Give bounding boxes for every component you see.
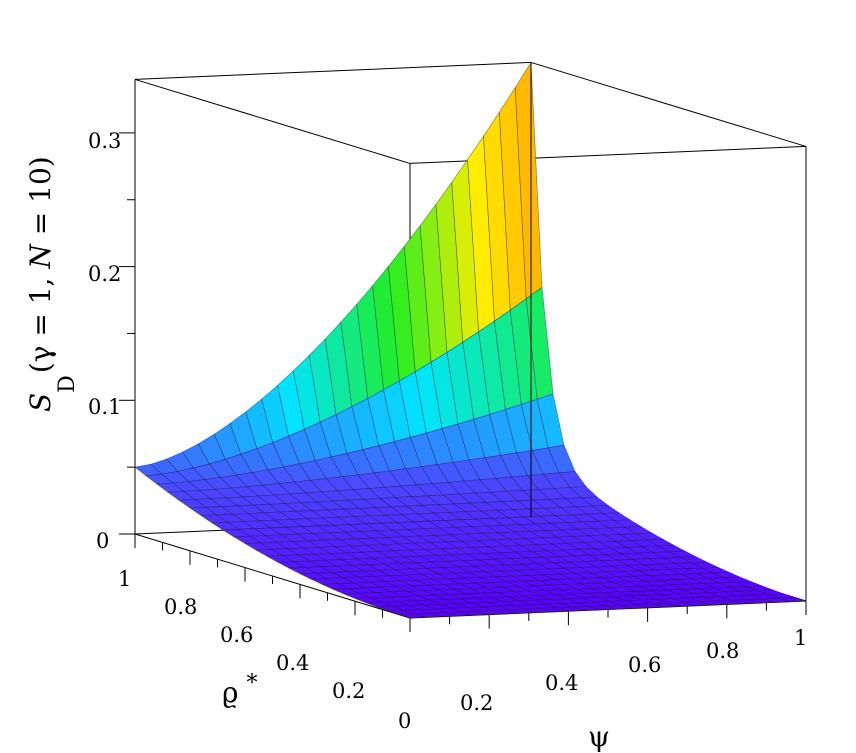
y-tick-label: 0.6 [220, 623, 253, 647]
x-tick-labels: 0 0.2 0.4 0.6 0.8 1 [398, 626, 807, 733]
surface-mesh [134, 61, 807, 619]
box-edge [530, 61, 807, 147]
x-tick-label: 1 [794, 626, 807, 650]
y-tick-label: 1 [118, 567, 131, 591]
y-tick-label: 0.4 [276, 651, 309, 675]
x-tick-label: 0.8 [706, 639, 739, 663]
y-tick-label: 0.2 [332, 679, 365, 703]
z-tick-label: 0.1 [88, 395, 121, 419]
y-axis-title-sup: * [246, 671, 257, 696]
z-axis-title-subscript: D [55, 375, 80, 393]
box-edge [134, 61, 532, 80]
z-tick-label: 0.2 [88, 262, 121, 286]
x-tick-label: 0.6 [628, 653, 661, 677]
z-axis-title-params: (γ = 1, [24, 269, 57, 374]
y-axis-title: ϱ * [222, 671, 257, 709]
x-axis-title: ψ [588, 720, 610, 753]
bounding-box-front [530, 62, 807, 601]
z-tick-labels: 0 0.1 0.2 0.3 [88, 129, 121, 553]
z-tick-label: 0 [96, 529, 109, 553]
z-axis-title-close: = 10) [24, 156, 57, 244]
y-tick-label: 0.8 [164, 595, 197, 619]
y-tick-labels: 1 0.8 0.6 0.4 0.2 [118, 567, 365, 703]
x-tick-label: 0 [398, 709, 411, 733]
z-axis-title-n: N [24, 243, 57, 270]
z-tick-label: 0.3 [88, 129, 121, 153]
tick-marks [119, 132, 807, 632]
y-axis-title-symbol: ϱ [222, 676, 238, 709]
box-edge [134, 78, 411, 164]
z-axis-title-text: SD(γ = 1, N = 10) [24, 156, 80, 412]
x-tick-label: 0.2 [460, 691, 493, 715]
z-axis-title-symbol: S [24, 393, 57, 412]
z-axis-title: SD(γ = 1, N = 10) [24, 156, 80, 412]
x-tick-label: 0.4 [545, 671, 578, 695]
surface-cell [779, 597, 807, 603]
